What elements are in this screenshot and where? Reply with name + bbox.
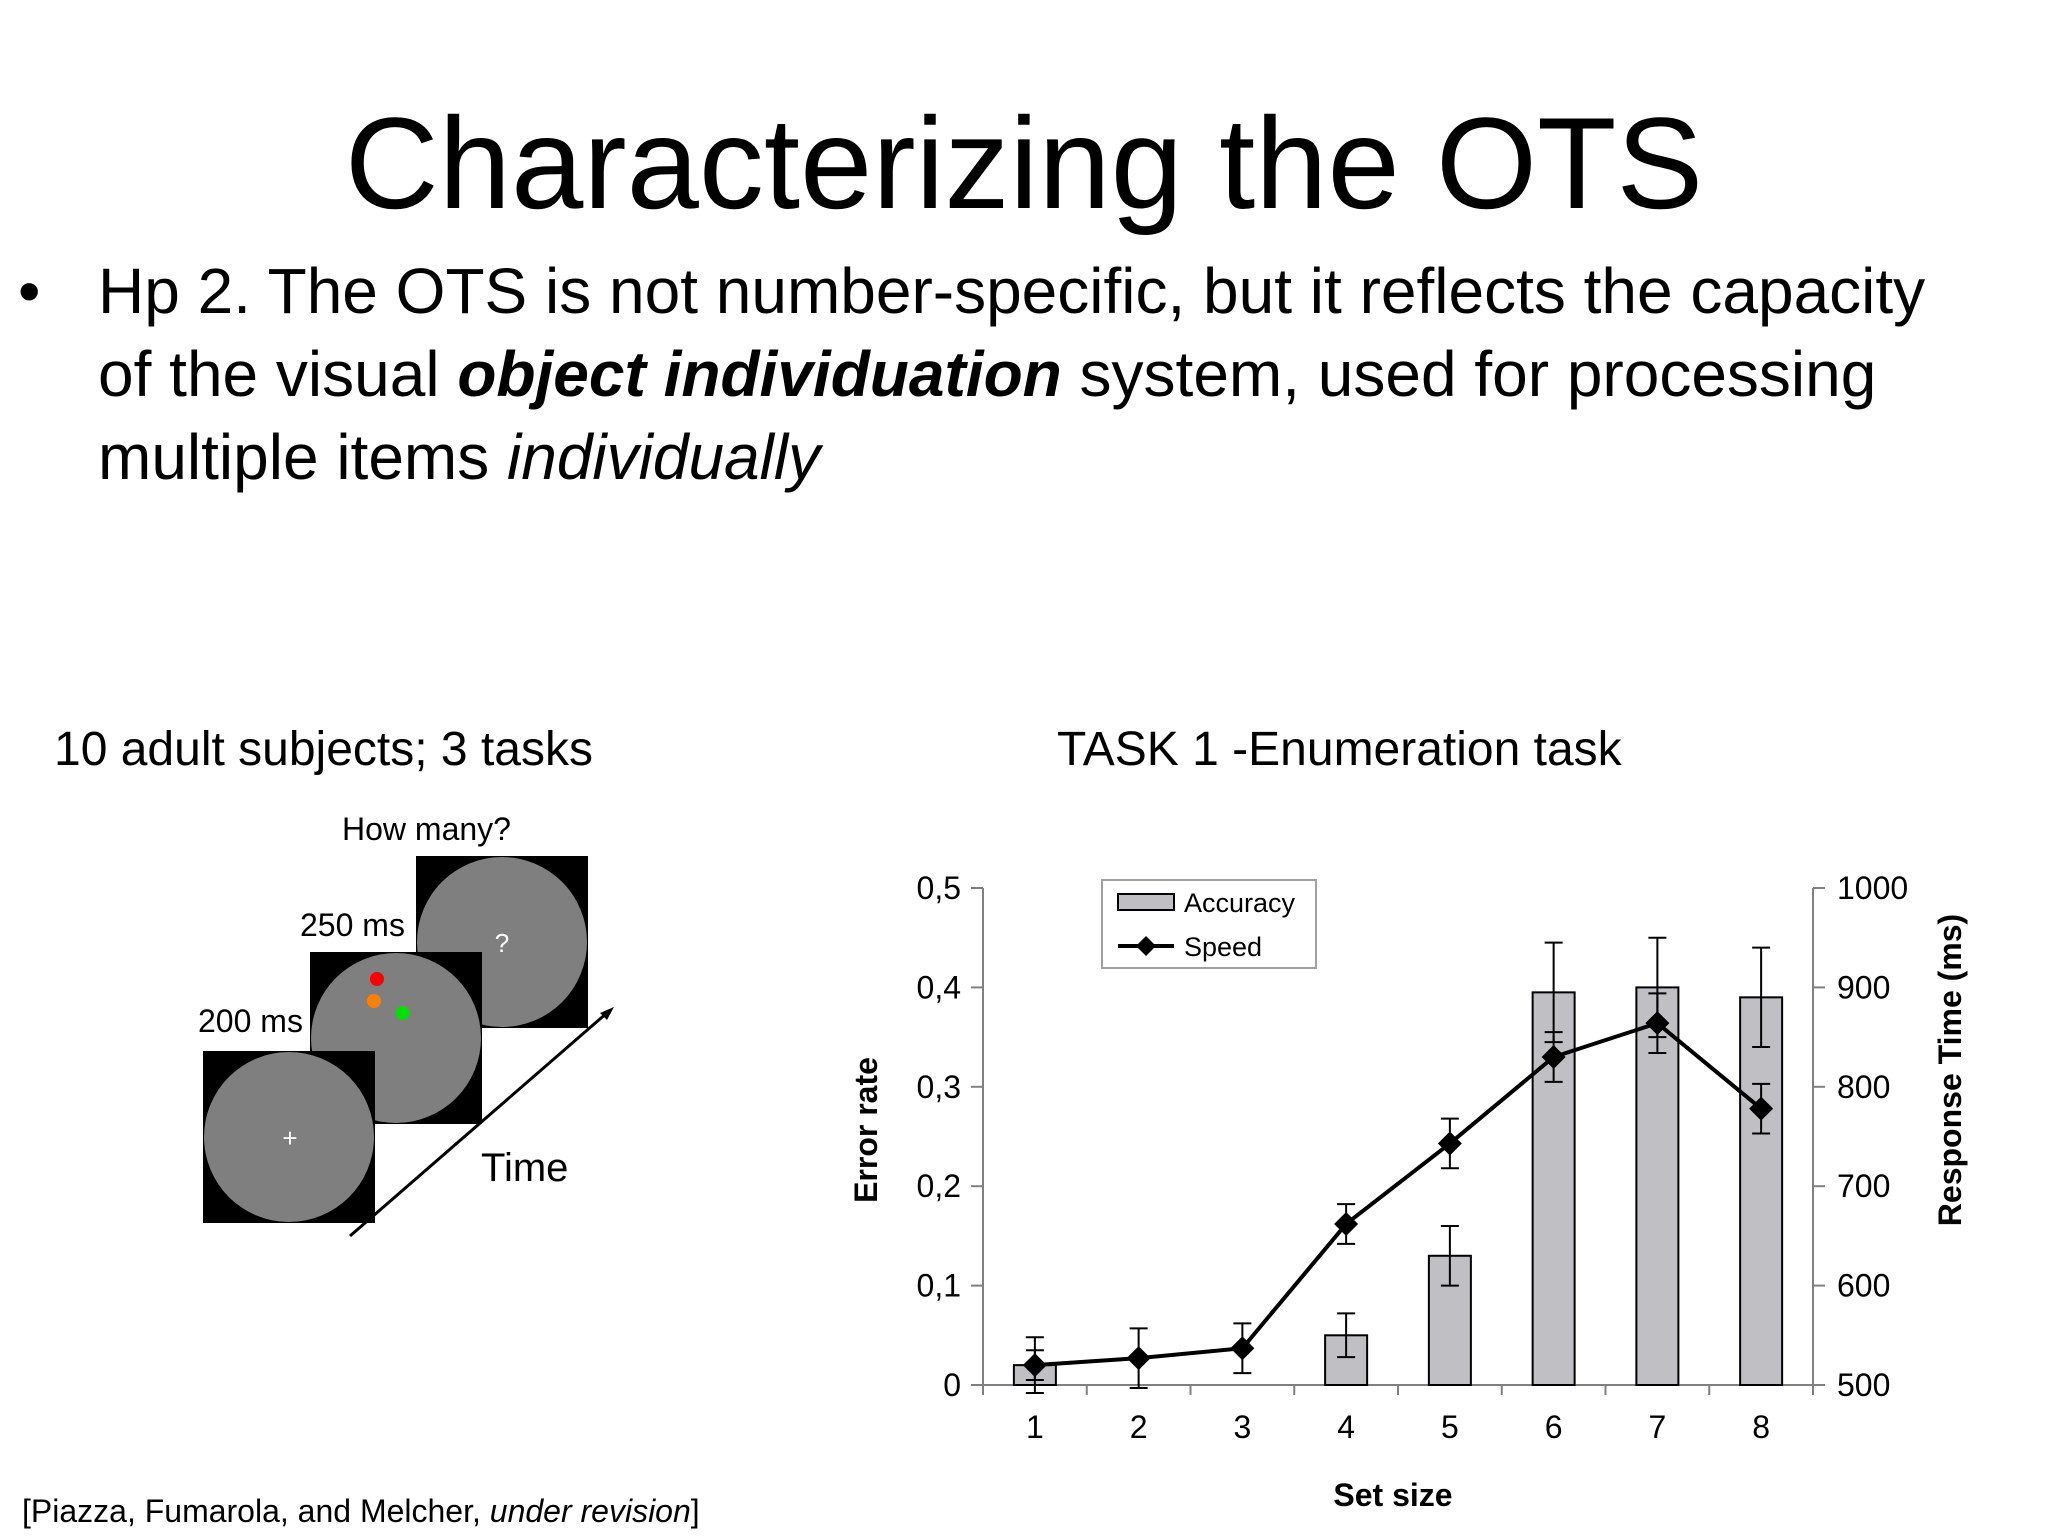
question-frame bbox=[416, 856, 588, 1028]
slide-title: Characterizing the OTS bbox=[344, 90, 1704, 236]
y-tick-label-right: 600 bbox=[1837, 1268, 1890, 1304]
speed-point bbox=[1334, 1211, 1359, 1236]
stimulus-disc bbox=[311, 953, 481, 1123]
speed-point bbox=[1126, 1346, 1151, 1371]
red-dot bbox=[370, 972, 384, 986]
hypothesis-part-3: system, used for processing multiple ite… bbox=[98, 338, 1877, 493]
x-tick-label: 7 bbox=[1648, 1409, 1666, 1445]
accuracy-bar bbox=[1739, 996, 1784, 1387]
x-tick-label: 5 bbox=[1441, 1409, 1459, 1445]
y-axis-right-label: Response Time (ms) bbox=[1932, 914, 1968, 1226]
y-tick-label-right: 800 bbox=[1837, 1069, 1890, 1105]
legend-box bbox=[1101, 879, 1317, 969]
legend-speed-label: Speed bbox=[1184, 932, 1262, 962]
accuracy-bar bbox=[1635, 986, 1680, 1387]
accuracy-bar bbox=[1427, 1254, 1472, 1387]
speed-point bbox=[1645, 1011, 1670, 1036]
accuracy-bar bbox=[1324, 1334, 1369, 1387]
bullet-marker: • bbox=[18, 255, 41, 327]
hypothesis-part-1: Hp 2. The OTS is not number-specific, bu… bbox=[98, 255, 1926, 410]
legend-accuracy-label: Accuracy bbox=[1184, 888, 1296, 918]
speed-line bbox=[1034, 1020, 1763, 1368]
subjects-heading: 10 adult subjects; 3 tasks bbox=[54, 723, 593, 776]
y-tick-label-left: 0,4 bbox=[917, 969, 961, 1005]
y-tick-label-left: 0,2 bbox=[917, 1168, 961, 1204]
citation-status: under revision bbox=[489, 1493, 691, 1529]
x-axis-label: Set size bbox=[1333, 1477, 1452, 1513]
x-tick-label: 6 bbox=[1545, 1409, 1563, 1445]
speed-point bbox=[1541, 1044, 1566, 1069]
green-dot bbox=[396, 1006, 410, 1020]
y-tick-label-left: 0,5 bbox=[917, 870, 961, 906]
y-tick-label-left: 0,1 bbox=[917, 1268, 961, 1304]
citation: [Piazza, Fumarola, and Melcher, under re… bbox=[22, 1492, 700, 1530]
orange-dot bbox=[367, 994, 381, 1008]
speed-point bbox=[1022, 1353, 1047, 1378]
time-arrow bbox=[349, 1010, 609, 1238]
fixation-frame bbox=[203, 1051, 375, 1223]
x-tick-label: 8 bbox=[1752, 1409, 1770, 1445]
y-tick-label-right: 900 bbox=[1837, 969, 1890, 1005]
duration-250-label: 250 ms bbox=[300, 907, 405, 943]
task-heading: TASK 1 -Enumeration task bbox=[1057, 723, 1622, 776]
speed-point bbox=[1230, 1336, 1255, 1361]
time-label: Time bbox=[481, 1146, 568, 1190]
fixation-disc bbox=[204, 1052, 374, 1222]
question-disc bbox=[417, 857, 587, 1027]
citation-close: ] bbox=[690, 1493, 700, 1529]
duration-200-label: 200 ms bbox=[198, 1003, 303, 1039]
y-tick-label-right: 500 bbox=[1837, 1367, 1890, 1403]
accuracy-bar bbox=[1012, 1364, 1057, 1386]
how-many-label: How many? bbox=[342, 811, 511, 847]
stimulus-frame bbox=[310, 952, 482, 1124]
x-tick-label: 3 bbox=[1233, 1409, 1251, 1445]
hypothesis-emphasis: object individuation bbox=[457, 338, 1062, 410]
question-mark: ? bbox=[495, 928, 509, 958]
speed-point bbox=[1749, 1096, 1774, 1121]
x-tick-label: 1 bbox=[1026, 1409, 1044, 1445]
legend-speed-marker bbox=[1136, 936, 1156, 956]
hypothesis-text: Hp 2. The OTS is not number-specific, bu… bbox=[98, 250, 1978, 499]
y-axis-label: Error rate bbox=[848, 1057, 884, 1203]
x-tick-label: 4 bbox=[1337, 1409, 1355, 1445]
speed-point bbox=[1437, 1131, 1462, 1156]
legend-accuracy-swatch bbox=[1117, 893, 1175, 911]
hypothesis-italic: individually bbox=[507, 421, 821, 493]
citation-authors: [Piazza, Fumarola, and Melcher, bbox=[22, 1493, 490, 1529]
y-tick-label-right: 1000 bbox=[1837, 870, 1908, 906]
fixation-cross: + bbox=[282, 1123, 297, 1153]
time-arrowhead bbox=[600, 1007, 614, 1020]
y-tick-label-left: 0 bbox=[943, 1367, 961, 1403]
x-tick-label: 2 bbox=[1130, 1409, 1148, 1445]
y-tick-label-right: 700 bbox=[1837, 1168, 1890, 1204]
accuracy-bar bbox=[1531, 991, 1576, 1386]
y-tick-label-left: 0,3 bbox=[917, 1069, 961, 1105]
